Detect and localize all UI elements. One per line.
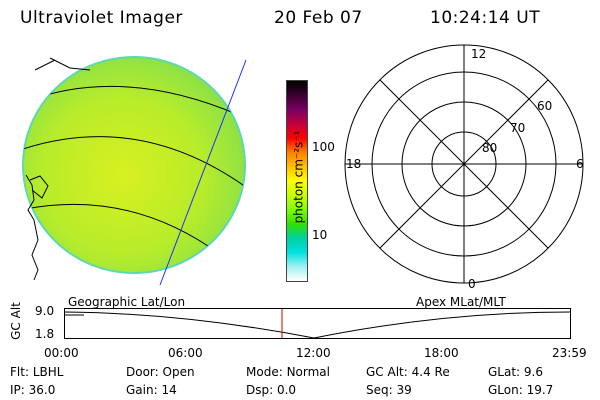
longitude-line [159, 59, 247, 286]
timeline-xtick-0600: 06:00 [168, 346, 203, 360]
polar-plot: 12 18 6 0 60 70 80 [344, 44, 584, 290]
colorbar-tick-100: 100 [312, 140, 335, 154]
latitude-line [29, 85, 245, 121]
instrument-title: Ultraviolet Imager [20, 8, 183, 28]
geographic-label: Geographic Lat/Lon [68, 295, 186, 309]
colorbar-label: photon cm⁻²s⁻¹ [291, 130, 306, 224]
header-date: 20 Feb 07 [274, 8, 363, 28]
apex-label: Apex MLat/MLT [416, 295, 506, 309]
info-door: Door: Open [126, 365, 195, 379]
polar-label-12: 12 [471, 47, 486, 61]
ring-label-70: 70 [510, 121, 525, 135]
colorbar [286, 80, 308, 282]
info-glon: GLon: 19.7 [488, 383, 554, 397]
info-flt: Flt: LBHL [10, 365, 64, 379]
earth-disk [22, 56, 246, 274]
timeline-ytick-1: 1.8 [35, 327, 55, 341]
ring-label-80: 80 [482, 141, 497, 155]
timeline-ytick-9: 9.0 [35, 304, 55, 318]
info-glat: GLat: 9.6 [488, 365, 544, 379]
timeline-xtick-1800: 18:00 [424, 346, 459, 360]
polar-label-0: 0 [468, 277, 476, 290]
timeline-xtick-2359: 23:59 [552, 346, 587, 360]
timeline-axis-label: GC Alt [8, 302, 23, 340]
timeline-xtick-0000: 00:00 [44, 346, 79, 360]
polar-label-6: 6 [576, 157, 584, 171]
colorbar-tick-10: 10 [312, 228, 328, 242]
info-gain: Gain: 14 [126, 383, 177, 397]
info-seq: Seq: 39 [366, 383, 412, 397]
info-ip: IP: 36.0 [10, 383, 56, 397]
polar-label-18: 18 [346, 157, 361, 171]
timeline-plot[interactable] [64, 308, 572, 340]
info-gc-alt: GC Alt: 4.4 Re [366, 365, 450, 379]
latitude-line [23, 136, 245, 191]
altitude-curve [64, 311, 571, 339]
ring-label-60: 60 [537, 99, 552, 113]
timeline-xtick-1200: 12:00 [296, 346, 331, 360]
info-dsp: Dsp: 0.0 [246, 383, 297, 397]
info-mode: Mode: Normal [246, 365, 330, 379]
header-time: 10:24:14 UT [430, 8, 541, 28]
geographic-image [22, 56, 247, 286]
